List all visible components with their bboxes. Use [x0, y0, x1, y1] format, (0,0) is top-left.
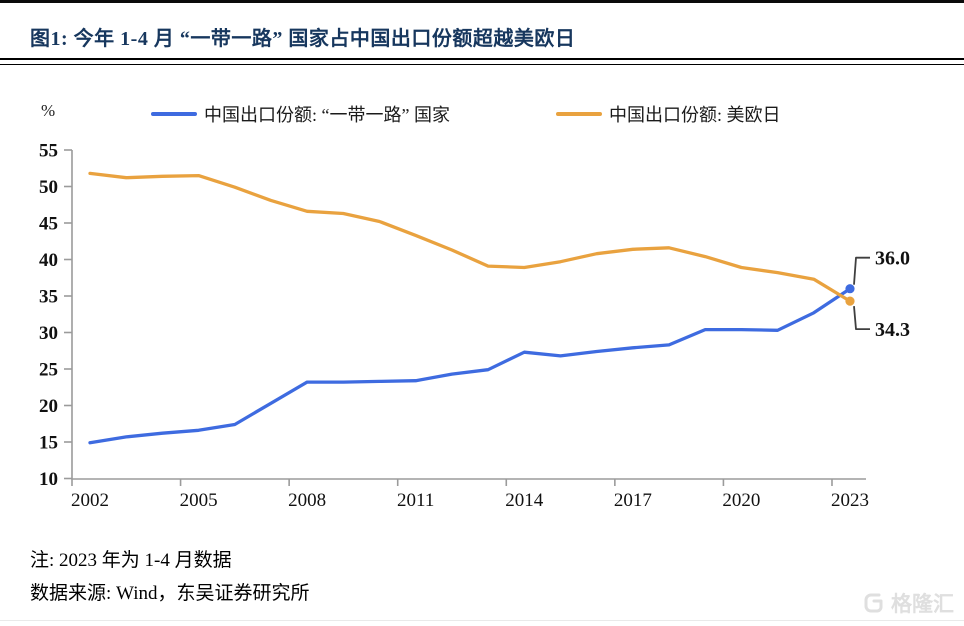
svg-text:30: 30 [39, 323, 58, 344]
watermark: 格隆汇 [862, 588, 954, 618]
svg-text:50: 50 [39, 177, 58, 198]
chart-note: 注: 2023 年为 1-4 月数据 [30, 550, 232, 571]
svg-text:55: 55 [39, 141, 58, 162]
svg-text:45: 45 [39, 214, 58, 235]
title-divider [0, 58, 964, 65]
legend-label-us-eu-jp: 中国出口份额: 美欧日 [609, 105, 781, 125]
svg-text:2005: 2005 [180, 490, 218, 511]
svg-text:2017: 2017 [614, 490, 652, 511]
figure-title: 图1: 今年 1-4 月 “一带一路” 国家占中国出口份额超越美欧日 [30, 28, 576, 50]
svg-text:40: 40 [39, 250, 58, 271]
svg-text:2023: 2023 [831, 490, 869, 511]
gelonghui-logo-icon [864, 593, 883, 613]
legend-swatch-orange [556, 112, 602, 116]
svg-text:34.3: 34.3 [875, 319, 910, 341]
legend-item-bri: 中国出口份额: “一带一路” 国家 [151, 101, 450, 127]
svg-text:15: 15 [39, 433, 58, 454]
svg-text:10: 10 [39, 469, 58, 490]
svg-text:2011: 2011 [397, 490, 434, 511]
svg-text:2002: 2002 [71, 490, 109, 511]
svg-text:2014: 2014 [505, 490, 544, 511]
chart-source: 数据来源: Wind，东吴证券研究所 [30, 583, 310, 604]
legend-label-bri: 中国出口份额: “一带一路” 国家 [204, 105, 450, 125]
bottom-divider [0, 620, 964, 621]
legend-item-us-eu-jp: 中国出口份额: 美欧日 [556, 101, 781, 127]
top-divider [0, 0, 964, 3]
legend-swatch-blue [151, 112, 197, 116]
y-axis-unit-label: % [41, 101, 56, 120]
svg-text:25: 25 [39, 360, 58, 381]
watermark-text: 格隆汇 [891, 593, 954, 616]
svg-text:2020: 2020 [722, 490, 760, 511]
svg-text:20: 20 [39, 396, 58, 417]
svg-text:36.0: 36.0 [875, 248, 910, 270]
svg-text:35: 35 [39, 287, 58, 308]
svg-text:2008: 2008 [288, 490, 326, 511]
